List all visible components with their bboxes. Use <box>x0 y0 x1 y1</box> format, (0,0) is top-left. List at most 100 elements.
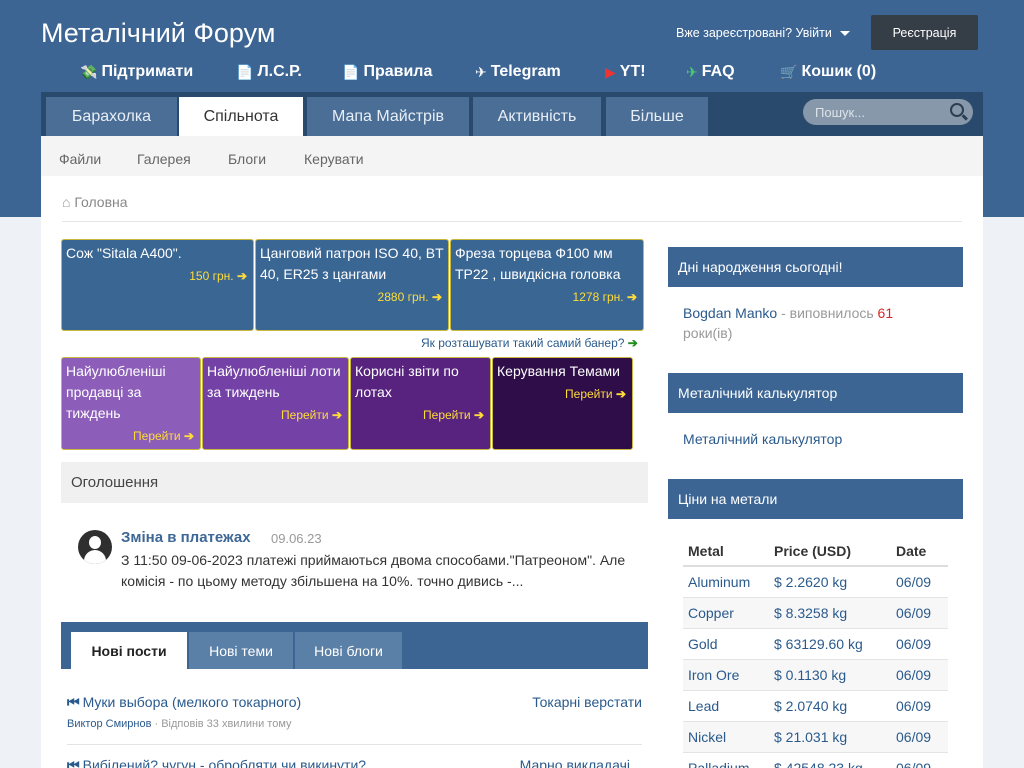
post-title[interactable]: Муки выбора (мелкого токарного) <box>82 694 302 710</box>
subnav-manage[interactable]: Керувати <box>304 151 364 167</box>
top-link-faq[interactable]: ✈ FAQ <box>686 63 735 81</box>
tab-community[interactable]: Спільнота <box>179 97 303 136</box>
birthday-suffix: роки(ів) <box>683 325 733 341</box>
promo-link[interactable]: Перейти ➔ <box>423 405 484 426</box>
metal-price[interactable]: $ 0.1130 kg <box>769 658 891 690</box>
metal-price[interactable]: $ 63129.60 kg <box>769 627 891 659</box>
posts-tabbar: Нові пости Нові теми Нові блоги <box>61 622 648 669</box>
tab-new-posts[interactable]: Нові пости <box>71 632 187 669</box>
metal-prices-table: Metal Price (USD) Date Aluminum $ 2.2620 … <box>683 536 948 768</box>
top-link-rules[interactable]: 📄 Правила <box>342 63 432 81</box>
ad-banner[interactable]: Фреза торцева Ф100 мм TP22 , швидкісна г… <box>450 239 644 331</box>
post-title[interactable]: Вибілений? чугун - обробляти чи викинути… <box>82 757 367 768</box>
signin-label[interactable]: Вже зареєстровані? Увійти <box>676 26 832 40</box>
site-title[interactable]: Металічний Форум <box>41 18 276 48</box>
top-link-telegram[interactable]: ✈ Telegram <box>475 63 561 81</box>
metal-name[interactable]: Gold <box>683 627 769 659</box>
ad-title: Сож "Sitala A400". <box>66 245 182 261</box>
ad-price-value: 2880 грн. <box>377 290 429 304</box>
metal-name[interactable]: Nickel <box>683 720 769 752</box>
metal-price[interactable]: $ 2.2620 kg <box>769 565 891 597</box>
ad-price: 150 грн. ➔ <box>189 266 247 287</box>
subnav-files[interactable]: Файли <box>59 151 102 167</box>
plane-icon: ✈ <box>686 63 698 80</box>
breadcrumb-home[interactable]: Головна <box>74 194 128 210</box>
tab-new-blogs[interactable]: Нові блоги <box>295 632 402 669</box>
birthday-age: 61 <box>877 305 894 321</box>
column-header: Metal <box>683 536 769 567</box>
arrow-right-icon: ➔ <box>626 290 637 304</box>
promo-link-label: Перейти <box>565 387 613 401</box>
table-row: Copper $ 8.3258 kg 06/09 <box>683 596 948 628</box>
search-input[interactable]: Пошук... <box>803 99 973 125</box>
birthday-entry: Bogdan Manko - виповнилось 61 роки(ів) <box>683 303 923 343</box>
top-link-youtube[interactable]: ▶ YT! <box>605 63 646 81</box>
arrow-right-icon: ➔ <box>473 408 484 422</box>
promo-link-label: Перейти <box>133 429 181 443</box>
tab-new-topics[interactable]: Нові теми <box>189 632 293 669</box>
promo-link-label: Перейти <box>423 408 471 422</box>
metal-date[interactable]: 06/09 <box>891 751 948 768</box>
metal-name[interactable]: Lead <box>683 689 769 721</box>
jump-first-icon: ⏮ <box>67 694 80 710</box>
arrow-right-icon: ➔ <box>331 408 342 422</box>
breadcrumb[interactable]: ⌂ Головна <box>62 194 128 210</box>
ad-banner[interactable]: Сож "Sitala A400". 150 грн. ➔ <box>61 239 254 331</box>
calculator-heading: Металічний калькулятор <box>668 373 963 413</box>
promo-link[interactable]: Перейти ➔ <box>281 405 342 426</box>
metal-price[interactable]: $ 8.3258 kg <box>769 596 891 628</box>
metal-price[interactable]: $ 2.0740 kg <box>769 689 891 721</box>
register-button[interactable]: Реєстрація <box>871 15 978 50</box>
promo-link[interactable]: Перейти ➔ <box>565 384 626 405</box>
metal-date[interactable]: 06/09 <box>891 627 948 659</box>
announcements-heading: Оголошення <box>61 462 648 503</box>
metal-name[interactable]: Aluminum <box>683 565 769 597</box>
metal-date[interactable]: 06/09 <box>891 720 948 752</box>
top-link-cart[interactable]: 🛒 Кошик (0) <box>780 63 876 81</box>
money-icon: 💸 <box>80 63 98 80</box>
metal-name[interactable]: Copper <box>683 596 769 628</box>
top-link-label: Кошик (0) <box>801 63 877 80</box>
post-title-link[interactable]: ⏮ Вибілений? чугун - обробляти чи викинут… <box>67 757 642 768</box>
promo-manage-topics[interactable]: Керування Темами Перейти ➔ <box>492 357 633 450</box>
promo-top-sellers[interactable]: Найулюбленіші продавці за тиждень Перейт… <box>61 357 201 450</box>
metal-name[interactable]: Palladium <box>683 751 769 768</box>
promo-title: Корисні звіти по лотах <box>355 363 459 400</box>
metal-date[interactable]: 06/09 <box>891 565 948 597</box>
tab-masters-map[interactable]: Мапа Майстрів <box>307 97 469 136</box>
announcement-title[interactable]: Зміна в платежах <box>121 529 251 546</box>
post-forum[interactable]: Марно викладачі <box>519 757 630 768</box>
metal-date[interactable]: 06/09 <box>891 689 948 721</box>
tab-marketplace[interactable]: Барахолка <box>46 97 177 136</box>
metal-price[interactable]: $ 42548.23 kg <box>769 751 891 768</box>
top-link-lsr[interactable]: 📄 Л.С.Р. <box>236 63 302 81</box>
arrow-right-icon: ➔ <box>431 290 442 304</box>
calculator-link[interactable]: Металічний калькулятор <box>683 431 843 447</box>
birthday-name[interactable]: Bogdan Manko <box>683 305 778 321</box>
post-author[interactable]: Виктор Смирнов <box>67 718 152 730</box>
post-title-link[interactable]: ⏮ Муки выбора (мелкого токарного) <box>67 694 642 711</box>
promo-top-lots[interactable]: Найулюбленіші лоти за тиждень Перейти ➔ <box>202 357 349 450</box>
promo-link[interactable]: Перейти ➔ <box>133 426 194 447</box>
tab-more[interactable]: Більше <box>606 97 708 136</box>
metal-date[interactable]: 06/09 <box>891 596 948 628</box>
telegram-icon: ✈ <box>475 63 487 80</box>
metal-name[interactable]: Iron Ore <box>683 658 769 690</box>
top-link-support[interactable]: 💸 Підтримати <box>80 63 193 81</box>
search-icon[interactable] <box>950 103 964 117</box>
subnav-gallery[interactable]: Галерея <box>137 151 191 167</box>
ad-howto-link[interactable]: Як розташувати такий самий банер? ➔ <box>421 336 638 350</box>
subnav-blogs[interactable]: Блоги <box>228 151 267 167</box>
metal-price[interactable]: $ 21.031 kg <box>769 720 891 752</box>
avatar[interactable] <box>78 530 112 564</box>
promo-title: Найулюбленіші лоти за тиждень <box>207 363 341 400</box>
metal-date[interactable]: 06/09 <box>891 658 948 690</box>
post-forum[interactable]: Токарні верстати <box>532 694 642 710</box>
list-item: ⏮ Муки выбора (мелкого токарного) Токарні… <box>67 694 642 730</box>
divider <box>62 221 962 222</box>
promo-title: Найулюбленіші продавці за тиждень <box>66 363 166 421</box>
promo-reports[interactable]: Корисні звіти по лотах Перейти ➔ <box>350 357 491 450</box>
ad-banner[interactable]: Цанговий патрон ISO 40, BT 40, ER25 з ца… <box>255 239 449 331</box>
signin-link[interactable]: Вже зареєстровані? Увійти <box>676 26 850 40</box>
tab-activity[interactable]: Активність <box>473 97 601 136</box>
